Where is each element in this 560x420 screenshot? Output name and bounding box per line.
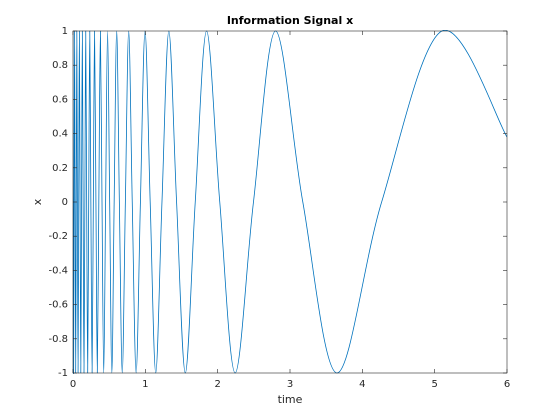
x-tick-label: 3: [287, 379, 293, 390]
x-tick-label: 4: [359, 379, 365, 390]
x-tick-label: 1: [142, 379, 148, 390]
y-tick-label: 0: [62, 197, 68, 208]
y-tick-label: 0.2: [52, 163, 68, 174]
x-tick-label: 6: [504, 379, 510, 390]
y-axis-label: x: [31, 198, 44, 205]
y-tick-label: -0.8: [48, 334, 68, 345]
y-tick-label: 0.6: [52, 94, 68, 105]
y-tick-label: 0.8: [52, 60, 68, 71]
x-tick-label: 2: [214, 379, 220, 390]
y-tick-label: -0.2: [48, 231, 68, 242]
chart-title: Information Signal x: [227, 14, 353, 27]
line-series: [73, 30, 507, 374]
y-tick-label: 1: [62, 26, 68, 37]
y-tick-label: 0.4: [52, 129, 68, 140]
x-axis-label: time: [278, 393, 303, 406]
x-tick-label: 5: [431, 379, 437, 390]
x-tick-label: 0: [70, 379, 76, 390]
y-tick-label: -0.6: [48, 300, 68, 311]
y-tick-label: -1: [58, 368, 68, 379]
y-tick-label: -0.4: [48, 265, 68, 276]
